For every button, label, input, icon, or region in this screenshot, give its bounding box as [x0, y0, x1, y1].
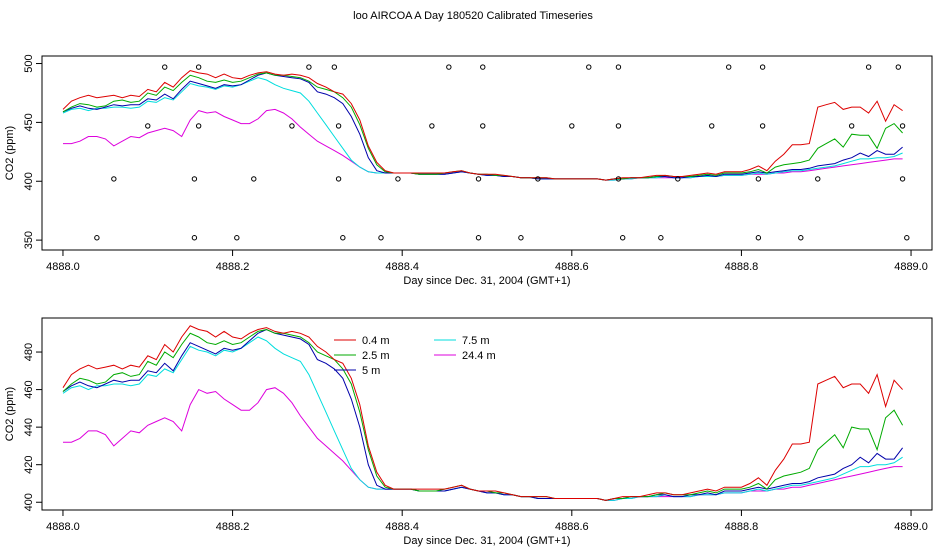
- marker-point: [658, 235, 664, 241]
- y-tick-label: 480: [23, 343, 35, 361]
- marker-point: [759, 64, 766, 70]
- marker-point: [251, 176, 257, 182]
- marker-point: [848, 123, 855, 129]
- marker-point: [306, 64, 312, 70]
- marker-point: [798, 235, 804, 241]
- x-tick-label: 4888.0: [46, 521, 80, 533]
- marker-point: [480, 123, 486, 129]
- y-tick-label: 420: [23, 456, 35, 474]
- series-line-0-4-m: [62, 325, 903, 501]
- series-line-5-m: [62, 72, 903, 181]
- x-tick-label: 4888.2: [216, 521, 250, 533]
- x-tick-label: 4888.4: [385, 261, 419, 273]
- x-tick-label: 4889.0: [894, 521, 928, 533]
- figure-title: loo AIRCOA A Day 180520 Calibrated Times…: [353, 10, 593, 22]
- legend-label: 7.5 m: [462, 335, 490, 347]
- marker-point: [475, 176, 482, 182]
- marker-point: [895, 64, 902, 70]
- x-tick-label: 4888.6: [555, 521, 589, 533]
- x-tick-label: 4888.4: [385, 521, 419, 533]
- x-axis-label: Day since Dec. 31, 2004 (GMT+1): [403, 535, 570, 547]
- marker-point: [759, 123, 766, 129]
- marker-point: [340, 235, 346, 241]
- marker-point: [111, 176, 117, 182]
- marker-point: [865, 64, 872, 70]
- marker-point: [899, 123, 906, 129]
- legend: 0.4 m 2.5 m 5 m 7.5 m 24.4 m: [334, 335, 496, 377]
- marker-point: [726, 64, 732, 70]
- marker-point: [94, 235, 100, 241]
- marker-point: [615, 176, 622, 182]
- legend-label: 5 m: [362, 365, 380, 377]
- series-line-24-4-m: [63, 108, 903, 181]
- marker-point: [289, 123, 295, 129]
- marker-point: [195, 64, 202, 70]
- series-line-5-m: [62, 328, 903, 501]
- marker-point: [378, 235, 384, 241]
- series-line-7-5-m: [62, 77, 903, 181]
- marker-point: [586, 64, 592, 70]
- marker-point: [335, 123, 342, 129]
- series-line-0-4-m: [62, 70, 903, 181]
- marker-point: [615, 123, 622, 129]
- marker-point: [480, 64, 486, 70]
- x-tick-label: 4888.8: [725, 521, 759, 533]
- marker-point: [335, 176, 342, 182]
- marker-point: [191, 176, 198, 182]
- marker-point: [675, 176, 681, 182]
- upper-co2-panel: 4888.0 4888.2 4888.4 4888.6 4888.8 4889.0 Day …: [4, 54, 933, 287]
- x-axis-label: Day since Dec. 31, 2004 (GMT+1): [403, 275, 570, 287]
- y-axis-label: CO2 (ppm): [4, 126, 16, 180]
- y-tick-label: 350: [23, 231, 35, 249]
- x-tick-label: 4888.2: [216, 261, 250, 273]
- marker-point: [191, 235, 198, 241]
- marker-point: [535, 176, 541, 182]
- legend-label: 0.4 m: [362, 335, 390, 347]
- lower-co2-panel: 4888.0 4888.2 4888.4 4888.6 4888.8 4889.0 Day …: [4, 317, 933, 547]
- marker-point: [162, 64, 168, 70]
- marker-point: [709, 123, 715, 129]
- y-axis-label: CO2 (ppm): [4, 387, 16, 441]
- x-tick-label: 4888.8: [725, 261, 759, 273]
- marker-point: [815, 176, 821, 182]
- x-tick-label: 4888.6: [555, 261, 589, 273]
- marker-point: [755, 176, 762, 182]
- series-line-2-5-m: [62, 72, 903, 181]
- marker-point: [475, 235, 482, 241]
- marker-point: [518, 235, 524, 241]
- marker-point: [145, 123, 151, 129]
- marker-point: [619, 235, 626, 241]
- x-tick-label: 4888.0: [46, 261, 80, 273]
- marker-point: [331, 64, 338, 70]
- y-tick-label: 440: [23, 418, 35, 436]
- y-tick-label: 460: [23, 380, 35, 398]
- marker-point: [429, 123, 435, 129]
- marker-point: [904, 235, 910, 241]
- marker-point: [395, 176, 401, 182]
- legend-label: 24.4 m: [462, 350, 496, 362]
- x-tick-label: 4889.0: [894, 261, 928, 273]
- marker-point: [195, 123, 202, 129]
- marker-point: [615, 64, 622, 70]
- marker-point: [234, 235, 240, 241]
- y-tick-label: 450: [23, 113, 35, 131]
- marker-point: [569, 123, 575, 129]
- y-tick-label: 400: [23, 493, 35, 511]
- marker-point: [755, 235, 762, 241]
- legend-label: 2.5 m: [362, 350, 390, 362]
- series-line-24-4-m: [63, 387, 903, 501]
- marker-point: [899, 176, 906, 182]
- y-tick-label: 500: [23, 54, 35, 72]
- marker-point: [446, 64, 452, 70]
- y-tick-label: 400: [23, 172, 35, 190]
